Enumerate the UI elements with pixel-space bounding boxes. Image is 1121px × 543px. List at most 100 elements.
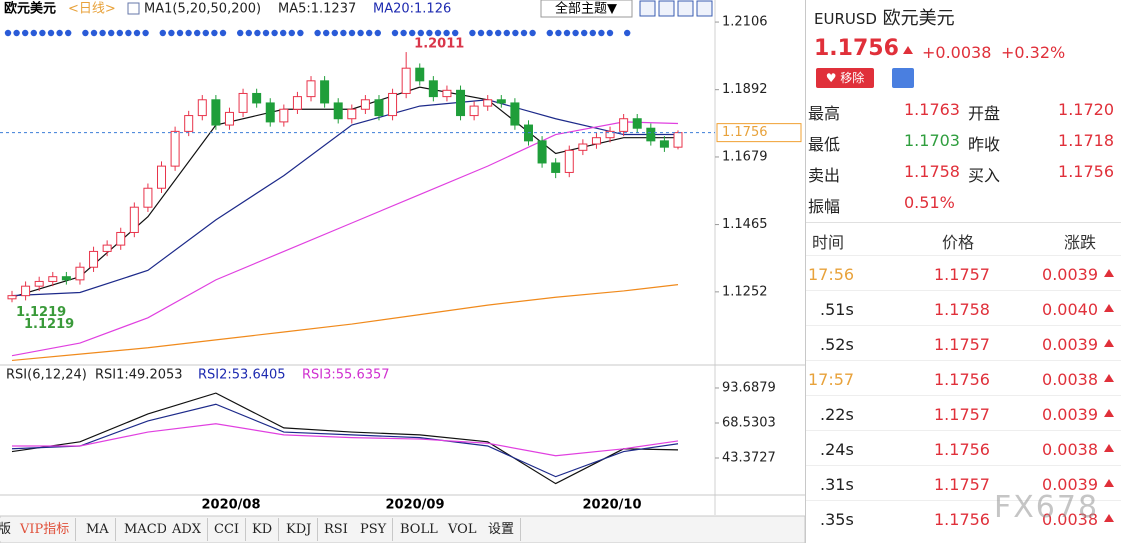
- signal-dot: [65, 29, 72, 37]
- signal-dot: [331, 29, 338, 37]
- rsi-params: RSI(6,12,24): [6, 368, 87, 383]
- tick-time: .24s: [820, 440, 854, 459]
- tab[interactable]: MA: [80, 518, 116, 541]
- signal-dot: [288, 29, 295, 37]
- tab[interactable]: KD: [246, 518, 280, 541]
- alert-button[interactable]: [892, 68, 914, 88]
- candle-body: [442, 89, 452, 98]
- stat-label: 买入: [968, 166, 1001, 185]
- row-separator: [806, 255, 1121, 256]
- tab[interactable]: 设置: [482, 518, 522, 541]
- candle-body: [61, 276, 71, 281]
- candle-body: [157, 165, 167, 189]
- tab[interactable]: RSI: [318, 518, 355, 541]
- low-annotation: 1.1219: [16, 305, 66, 320]
- quote-change-pct: +0.32%: [1001, 43, 1066, 62]
- y-tick-label: 1.1679: [722, 149, 768, 164]
- signal-dot: [297, 29, 304, 37]
- candle-body: [673, 132, 683, 148]
- signal-dot: [219, 29, 227, 37]
- candle-body: [211, 99, 221, 126]
- signal-dot: [116, 29, 124, 37]
- y-tick-label: 43.3727: [722, 451, 776, 466]
- theme-label[interactable]: 全部主题▼: [555, 1, 617, 17]
- stat-label: 昨收: [968, 135, 1001, 154]
- remove-label[interactable]: 移除: [840, 71, 865, 85]
- theme-button[interactable]: [540, 0, 633, 18]
- tab[interactable]: PSY: [354, 518, 394, 541]
- candle-body: [129, 206, 139, 233]
- tab[interactable]: BOLL: [394, 518, 445, 541]
- high-annotation: 1.2011: [414, 37, 464, 52]
- tab[interactable]: KDJ: [280, 518, 319, 541]
- line-series: [11, 392, 679, 485]
- up-arrow: [1104, 339, 1114, 347]
- last-price-box: [716, 123, 802, 143]
- signal-dot: [202, 29, 209, 37]
- chart: 欧元美元 <日线> MA1(5,20,50,200) MA5:1.1237 MA…: [0, 0, 805, 543]
- candle-body: [564, 149, 574, 173]
- signal-dot: [348, 29, 356, 37]
- candle-body: [102, 244, 112, 252]
- tab[interactable]: VIP指标: [14, 518, 77, 541]
- rsi3-legend: RSI3:55.6357: [302, 368, 390, 383]
- signal-dot: [159, 29, 166, 37]
- signal-dot: [520, 29, 528, 37]
- tab[interactable]: ADX: [166, 518, 209, 541]
- tick-header: 价格: [942, 233, 975, 252]
- stat-value: 1.1758: [904, 162, 960, 181]
- candle-body: [34, 280, 44, 287]
- candle-body: [252, 92, 262, 104]
- y-tick-label: 1.2106: [722, 15, 768, 30]
- candle-body: [48, 276, 58, 282]
- signal-dot: [90, 29, 98, 37]
- signal-dot: [13, 29, 20, 37]
- candle-body: [456, 89, 466, 117]
- candle-body: [428, 80, 438, 98]
- up-arrow: [1104, 444, 1114, 452]
- tick-header: 涨跌: [1063, 233, 1096, 252]
- tab[interactable]: CCI: [208, 518, 247, 541]
- tab[interactable]: MACD: [118, 518, 175, 541]
- rsi2-legend: RSI2:53.6405: [198, 368, 286, 383]
- signal-dot: [108, 29, 115, 37]
- tick-time: .35s: [820, 510, 854, 529]
- signal-dot: [133, 29, 141, 37]
- signal-dot: [39, 29, 46, 37]
- tick-change: 0.0040: [1042, 300, 1098, 319]
- stat-label: 振幅: [808, 197, 841, 216]
- candle-body: [401, 67, 411, 94]
- tick-change: 0.0039: [1042, 405, 1098, 424]
- candle-body: [360, 99, 370, 110]
- line-series: [11, 99, 678, 297]
- tick-change: 0.0038: [1042, 370, 1098, 389]
- candle-body: [7, 295, 17, 300]
- candle-body: [75, 266, 85, 281]
- candle-body: [510, 102, 520, 126]
- candle-body: [496, 99, 506, 104]
- candle-body: [347, 108, 357, 120]
- signal-dot: [323, 29, 330, 37]
- quote-panel: EURUSD 欧元美元 1.1756 +0.0038 +0.32% ♥ 移除 最…: [805, 0, 1121, 543]
- tool-icons[interactable]: [639, 0, 713, 17]
- quote-price: 1.1756: [814, 36, 913, 61]
- tab[interactable]: VOL: [442, 518, 484, 541]
- remove-button[interactable]: ♥ 移除: [816, 68, 874, 88]
- signal-dot: [426, 29, 433, 37]
- stat-label: 最高: [808, 104, 841, 123]
- candle-body: [483, 99, 493, 107]
- period[interactable]: <日线>: [68, 2, 116, 17]
- tick-change: 0.0038: [1042, 440, 1098, 459]
- signal-dot: [142, 29, 149, 37]
- tick-header: 时间: [812, 233, 845, 252]
- signal-dot: [30, 29, 37, 37]
- signal-dot: [563, 29, 571, 37]
- signal-dot: [176, 29, 184, 37]
- tick-price: 1.1756: [934, 510, 990, 529]
- tick-change: 0.0039: [1042, 265, 1098, 284]
- signal-dot: [56, 29, 63, 37]
- tick-time: .51s: [820, 300, 854, 319]
- candle-body: [238, 92, 248, 113]
- candle-body: [537, 140, 547, 164]
